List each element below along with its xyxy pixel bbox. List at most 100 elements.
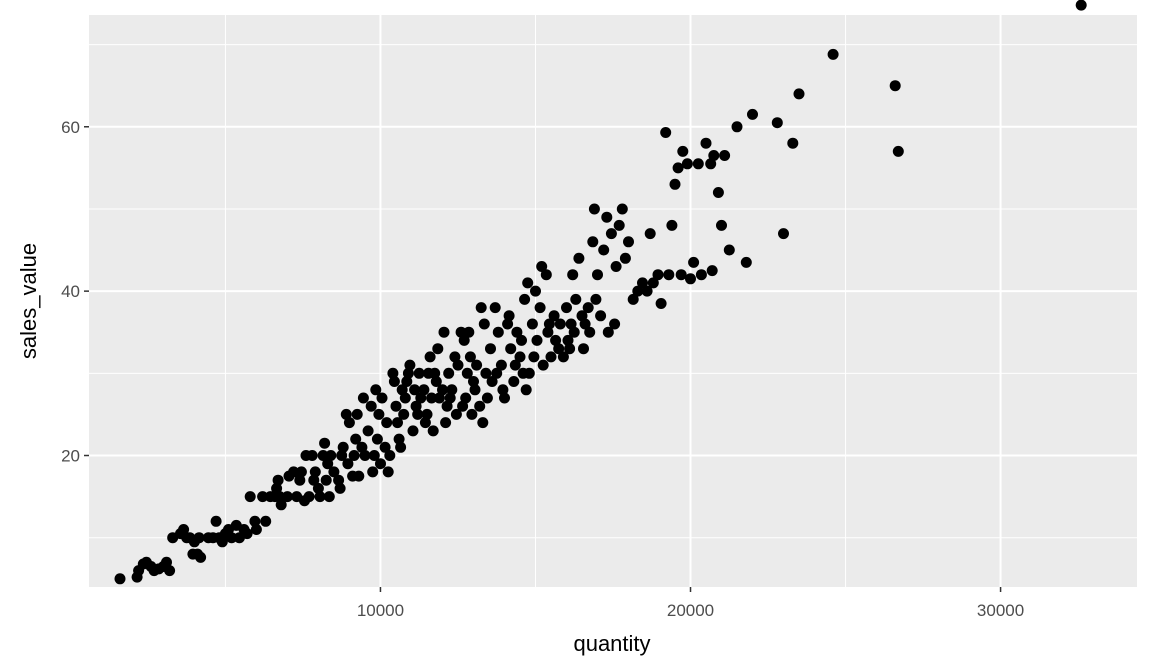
data-point xyxy=(418,384,430,396)
data-point xyxy=(437,384,448,396)
data-point xyxy=(275,499,287,511)
data-point xyxy=(308,474,320,486)
data-point xyxy=(195,551,207,563)
data-point xyxy=(666,219,678,231)
x-tick-label: 10000 xyxy=(357,601,404,620)
data-point xyxy=(889,80,901,92)
data-point xyxy=(548,310,560,322)
data-point xyxy=(337,441,349,453)
data-point xyxy=(319,437,331,449)
data-point xyxy=(827,48,839,60)
data-point xyxy=(681,158,693,170)
data-point xyxy=(685,273,696,285)
data-point xyxy=(334,482,346,494)
data-point xyxy=(723,244,735,256)
data-point xyxy=(706,265,718,277)
data-point xyxy=(250,524,262,535)
x-axis-ticks: 10000 20000 30000 xyxy=(357,587,1024,620)
data-point xyxy=(309,466,321,478)
data-point xyxy=(740,256,752,268)
data-point xyxy=(771,117,783,129)
data-point xyxy=(567,269,579,281)
x-tick-label: 30000 xyxy=(977,601,1024,620)
data-point xyxy=(660,127,672,138)
data-point xyxy=(461,367,473,379)
data-point xyxy=(519,293,531,305)
data-point xyxy=(528,351,540,363)
data-point xyxy=(272,474,284,486)
data-point xyxy=(570,293,582,305)
data-point xyxy=(530,285,541,297)
data-point xyxy=(466,408,478,420)
data-point xyxy=(540,269,552,281)
data-point xyxy=(892,145,904,157)
data-point xyxy=(328,466,340,478)
data-point xyxy=(320,474,332,486)
data-point xyxy=(458,334,470,346)
data-point xyxy=(564,343,576,355)
data-point xyxy=(708,150,720,161)
data-point xyxy=(520,384,532,396)
data-point xyxy=(257,491,269,503)
data-point xyxy=(432,343,444,355)
data-point xyxy=(526,318,538,330)
data-point xyxy=(778,228,789,240)
data-point xyxy=(595,310,607,322)
y-axis-title: sales_value xyxy=(16,243,41,359)
data-point xyxy=(579,318,591,330)
data-point xyxy=(485,343,496,355)
data-point xyxy=(464,351,476,363)
data-point xyxy=(610,261,622,272)
data-point xyxy=(712,187,724,198)
data-point xyxy=(365,400,377,412)
data-point xyxy=(486,376,498,387)
data-point xyxy=(573,252,585,264)
data-point xyxy=(477,417,489,429)
data-point xyxy=(616,203,628,215)
data-point xyxy=(404,359,416,371)
data-point xyxy=(582,302,594,314)
data-point xyxy=(469,384,481,396)
data-point xyxy=(677,145,689,157)
data-point xyxy=(450,408,462,420)
data-point xyxy=(409,384,421,396)
data-point xyxy=(1075,0,1087,11)
data-point xyxy=(719,150,731,161)
data-point xyxy=(499,392,510,404)
data-point xyxy=(421,408,433,420)
data-point xyxy=(440,417,452,429)
data-point xyxy=(623,236,634,248)
data-point xyxy=(669,178,681,190)
data-point xyxy=(373,408,385,420)
data-point xyxy=(368,450,380,461)
data-point xyxy=(444,392,456,404)
data-point xyxy=(514,351,526,363)
data-point xyxy=(381,417,393,429)
data-point xyxy=(716,219,727,231)
data-point xyxy=(578,343,589,355)
data-point xyxy=(402,367,414,379)
data-point xyxy=(531,334,543,346)
data-point xyxy=(342,458,354,470)
data-point xyxy=(395,441,407,453)
data-point xyxy=(523,367,535,379)
data-point xyxy=(587,236,599,248)
data-point xyxy=(509,359,521,371)
data-point xyxy=(503,310,515,322)
data-point xyxy=(692,158,704,170)
data-point xyxy=(376,392,388,404)
data-point xyxy=(359,450,371,461)
data-point xyxy=(427,425,439,437)
data-point xyxy=(562,334,574,346)
data-point xyxy=(516,334,527,346)
data-point xyxy=(644,228,656,240)
data-point xyxy=(410,400,422,412)
plot-panel xyxy=(89,15,1137,587)
data-point xyxy=(399,392,411,404)
data-point xyxy=(508,376,520,387)
data-point xyxy=(348,450,360,461)
data-point xyxy=(584,326,596,338)
data-point xyxy=(350,433,362,445)
data-point xyxy=(497,384,509,396)
